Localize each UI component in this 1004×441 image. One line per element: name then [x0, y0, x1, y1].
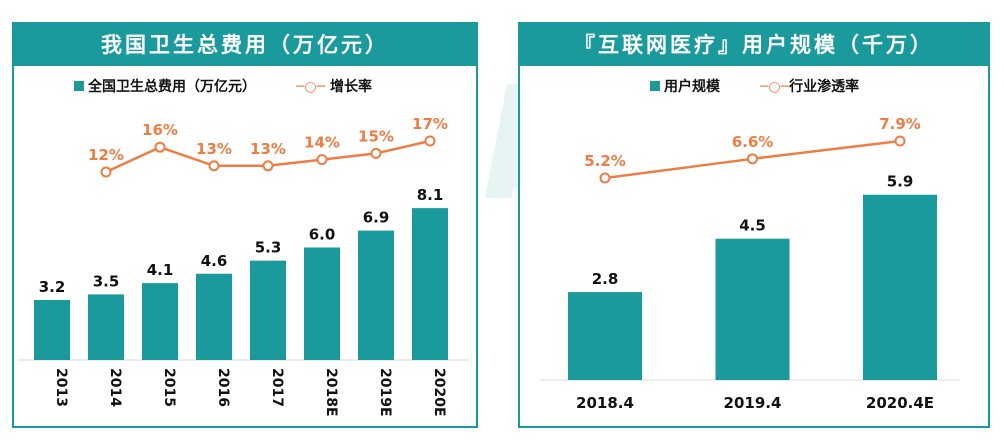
bar-label: 4.1: [147, 261, 174, 279]
line-point: [100, 166, 112, 178]
line-label: 13%: [250, 140, 286, 158]
line-point: [262, 160, 274, 172]
bar-label: 3.2: [39, 278, 66, 296]
bar: [250, 260, 286, 360]
legend-bar: 用户规模: [650, 76, 720, 96]
line-label: 6.6%: [732, 133, 774, 151]
line-point: [599, 172, 611, 184]
line-point: [747, 153, 758, 165]
x-tick-label: 2020.4E: [866, 394, 934, 412]
left-legend: 全国卫生总费用（万亿元） ─○─ 增长率: [74, 76, 372, 96]
x-tick-label: 2014: [107, 368, 123, 407]
legend-bar: 全国卫生总费用（万亿元）: [74, 76, 256, 96]
line-label: 17%: [412, 115, 448, 133]
legend-line: ─○─行业渗透率: [760, 79, 860, 95]
legend-line: ─○─ 增长率: [296, 79, 372, 95]
bar: [88, 294, 124, 360]
bar-label: 5.3: [255, 239, 282, 257]
bar-label: 8.1: [417, 186, 444, 204]
bar: [863, 194, 937, 380]
bar-label: 4.5: [739, 217, 766, 235]
bar: [568, 292, 642, 380]
x-tick-label: 2018.4: [576, 394, 634, 412]
line-label: 15%: [358, 127, 394, 145]
x-tick-label: 2015: [161, 368, 177, 407]
line-label: 13%: [196, 140, 232, 158]
line-label: 7.9%: [879, 115, 921, 133]
x-tick-label: 2017: [269, 368, 285, 407]
x-tick-label: 2020E: [431, 368, 447, 417]
x-tick-label: 2013: [53, 368, 69, 407]
bar: [304, 247, 340, 360]
bar-label: 6.0: [309, 226, 336, 244]
x-tick-label: 2019.4: [724, 394, 782, 412]
line-point: [424, 135, 436, 147]
x-tick-label: 2019E: [377, 368, 393, 417]
line-label: 14%: [304, 134, 340, 152]
bar: [715, 238, 790, 380]
line-point: [370, 147, 382, 159]
bar-label: 2.8: [592, 270, 619, 288]
line-point: [154, 141, 166, 153]
line-label: 12%: [88, 146, 124, 164]
bar-label: 5.9: [887, 173, 914, 191]
bar-label: 4.6: [201, 252, 228, 270]
x-tick-label: 2018E: [323, 368, 339, 417]
right-title: 『互联网医疗』用户规模（千万）: [520, 24, 988, 66]
line-point: [316, 154, 328, 166]
bar-label: 6.9: [363, 209, 390, 227]
bar: [34, 300, 70, 360]
bar: [142, 283, 178, 360]
bar-label: 3.5: [93, 272, 120, 290]
bar: [196, 273, 232, 360]
x-tick-label: 2016: [215, 368, 231, 407]
bar: [358, 230, 394, 360]
line-label: 16%: [142, 121, 178, 139]
bar: [412, 208, 448, 360]
line-point: [208, 160, 220, 172]
line-point: [894, 135, 906, 147]
right-legend: 用户规模 ─○─行业渗透率: [650, 76, 859, 96]
left-title: 我国卫生总费用（万亿元）: [14, 24, 476, 66]
line-label: 5.2%: [584, 152, 626, 170]
